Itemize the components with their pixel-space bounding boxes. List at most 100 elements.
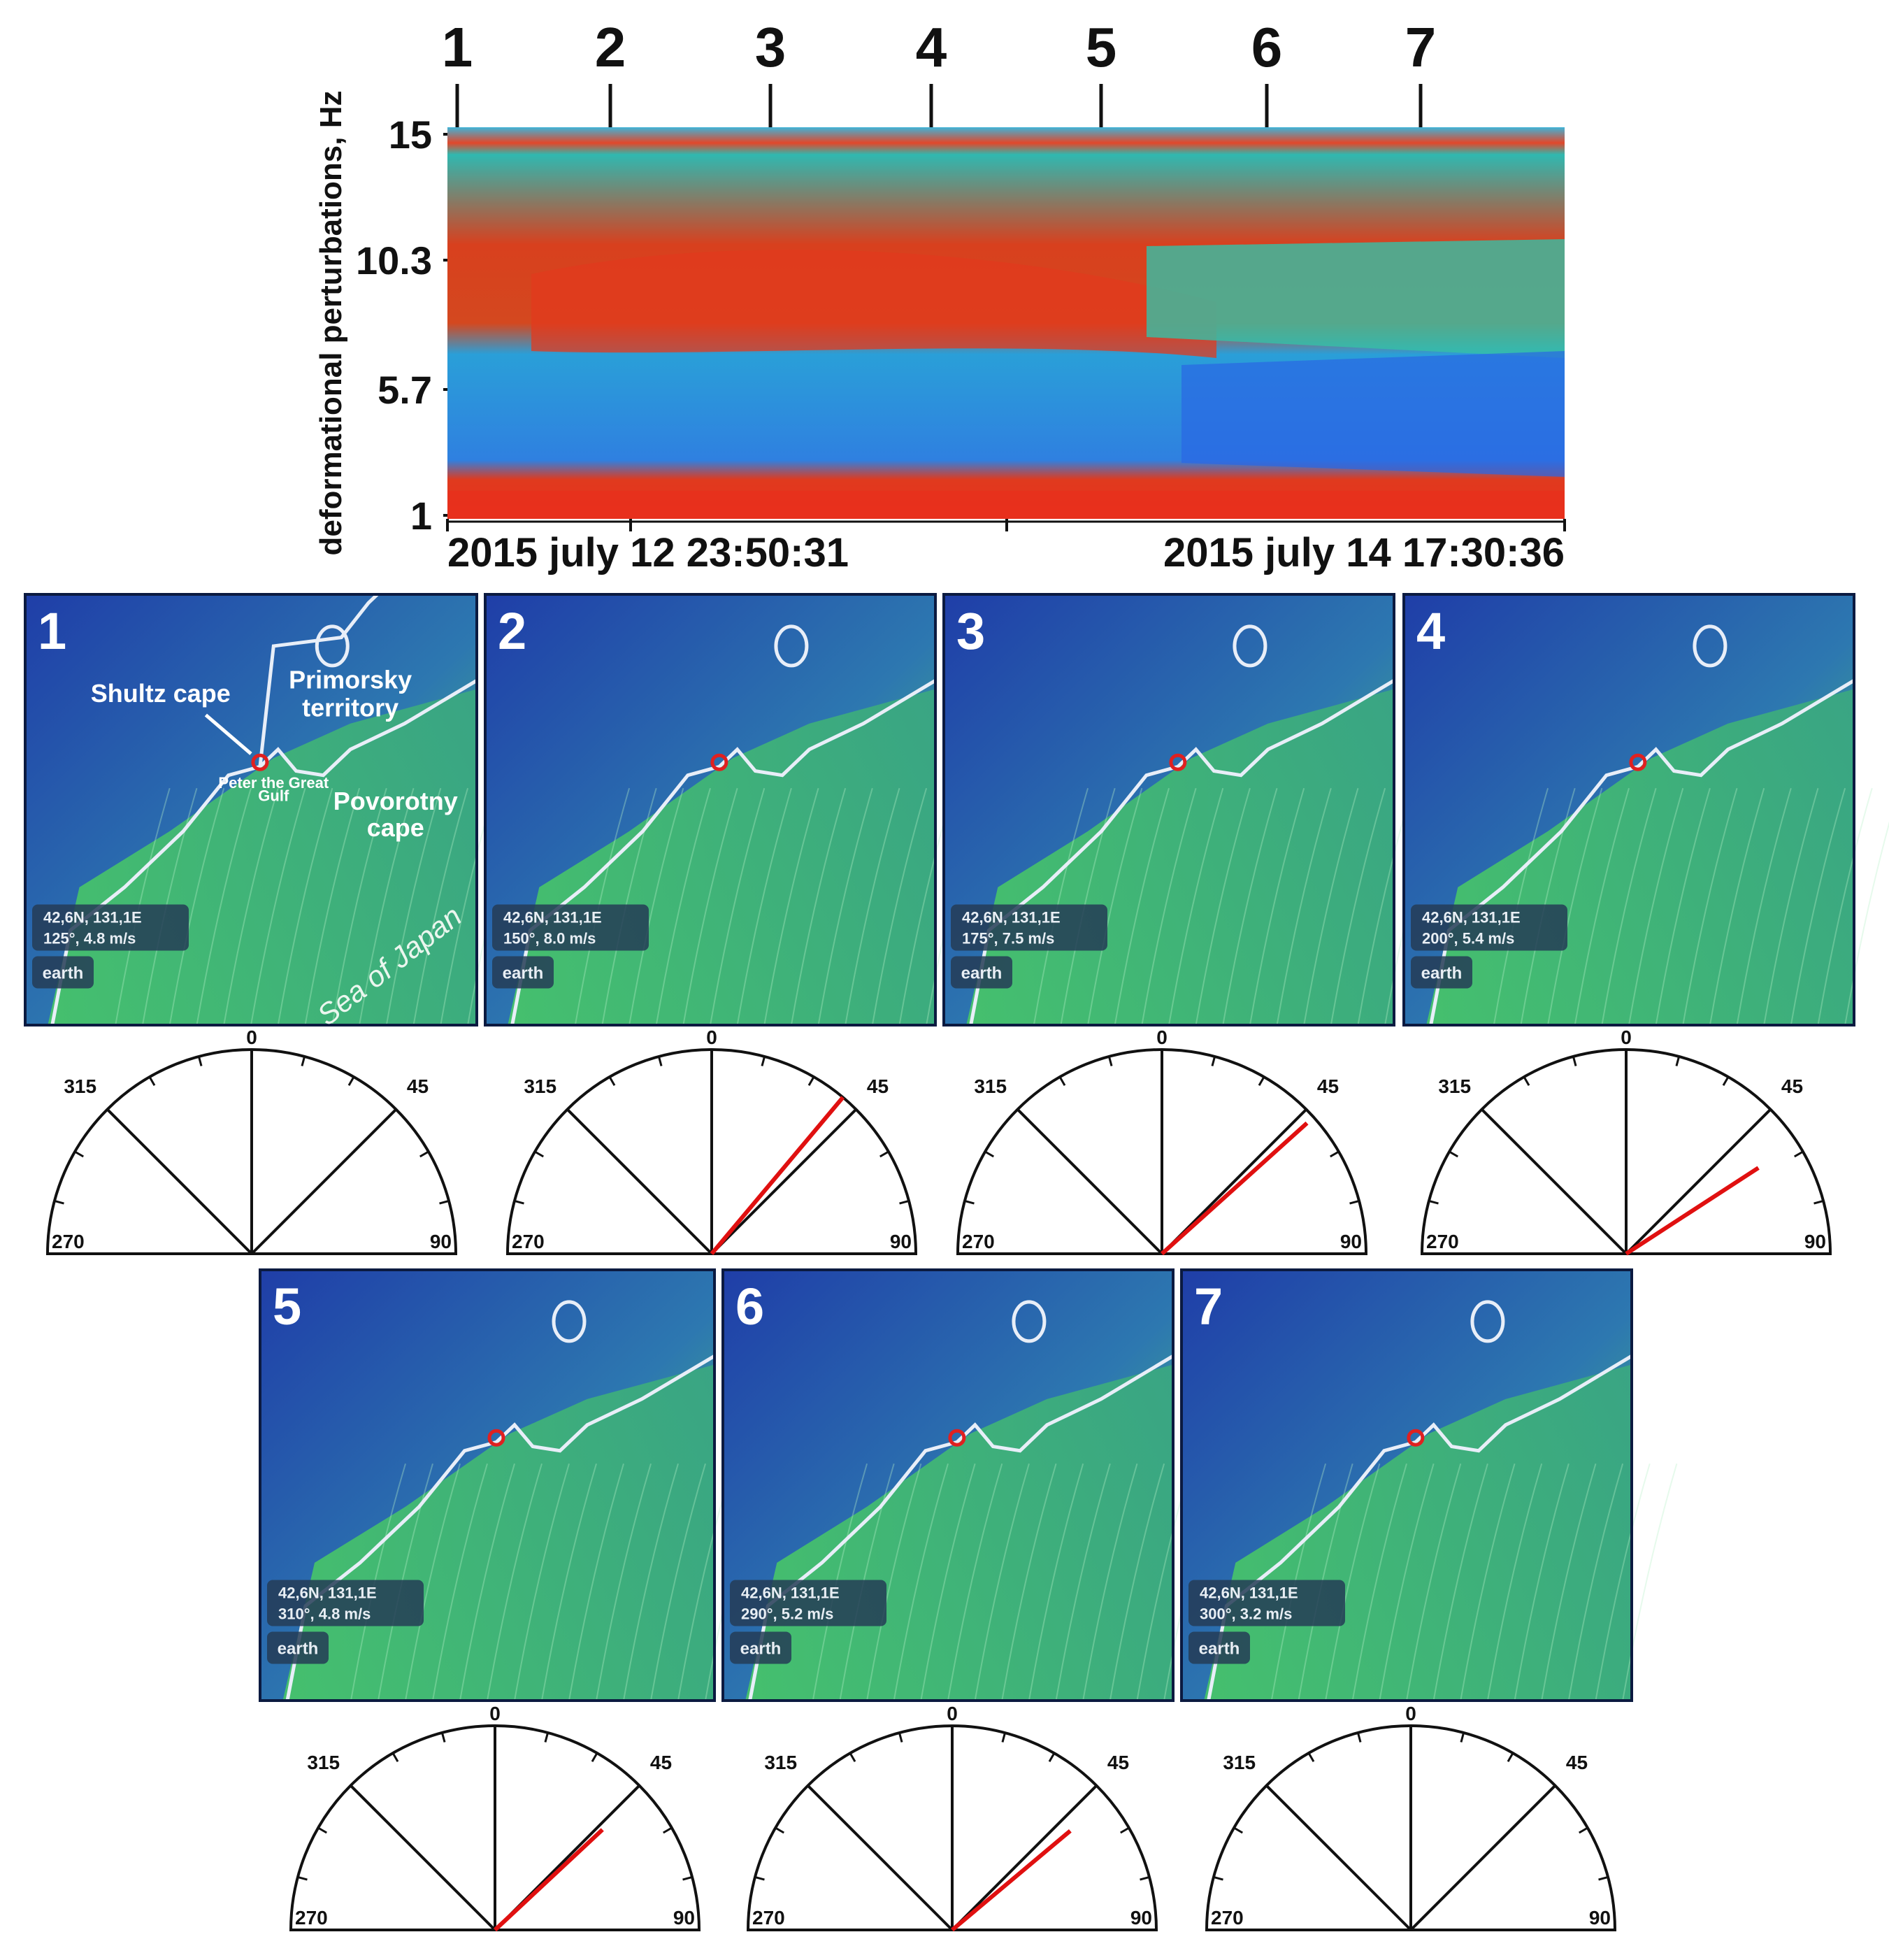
wind-streak bbox=[817, 787, 873, 1026]
compass-tick bbox=[74, 1150, 84, 1158]
compass-label-315: 315 bbox=[524, 1075, 556, 1097]
wind-streak bbox=[1486, 1463, 1543, 1701]
panel-frame bbox=[721, 1268, 1175, 1702]
compass-tick bbox=[807, 1784, 816, 1794]
compass-tick bbox=[106, 1108, 115, 1117]
compass-label-315: 315 bbox=[974, 1075, 1007, 1097]
wind-streak bbox=[1114, 787, 1170, 1026]
compass-tick bbox=[54, 1199, 64, 1205]
info-coords: 42,6N, 131,1E bbox=[503, 909, 602, 927]
compass-tick bbox=[1298, 1108, 1307, 1117]
wind-streak bbox=[1406, 1463, 1462, 1701]
compass-label-270: 270 bbox=[295, 1907, 328, 1929]
compass-7: 0 45 90 270 315 bbox=[1205, 1703, 1617, 1931]
coastline bbox=[285, 1354, 716, 1701]
wind-streak bbox=[1493, 787, 1549, 1026]
compass-label-315: 315 bbox=[764, 1752, 797, 1773]
earth-badge bbox=[1188, 1631, 1250, 1664]
lake-outline bbox=[774, 624, 809, 668]
compass-tick bbox=[1349, 1199, 1360, 1205]
station-marker bbox=[251, 753, 269, 771]
compass-tick bbox=[1794, 1150, 1804, 1158]
compass-label-90: 90 bbox=[430, 1231, 452, 1252]
wind-streak bbox=[1514, 1463, 1570, 1701]
compass-label-315: 315 bbox=[1223, 1752, 1256, 1773]
info-coords: 42,6N, 131,1E bbox=[962, 909, 1061, 927]
panel-number: 6 bbox=[735, 1278, 764, 1336]
compass-tick bbox=[1307, 1752, 1315, 1762]
wind-streak bbox=[1547, 787, 1603, 1026]
compass-label-270: 270 bbox=[962, 1231, 995, 1252]
bottom-band bbox=[447, 491, 1565, 519]
compass-line-45 bbox=[951, 1784, 1098, 1931]
wind-streak bbox=[196, 787, 252, 1026]
event-marker-label: 5 bbox=[1086, 16, 1117, 78]
coastline bbox=[510, 679, 937, 1026]
compass-tick bbox=[1428, 1199, 1439, 1205]
compass-line-315 bbox=[350, 1784, 496, 1931]
compass-3: 0 45 90 270 315 bbox=[956, 1027, 1368, 1256]
wind-streak bbox=[866, 1463, 922, 1701]
compass-tick bbox=[1058, 1076, 1066, 1086]
info-wind: 300°, 3.2 m/s bbox=[1200, 1605, 1292, 1623]
compass-tick bbox=[566, 1108, 575, 1117]
wind-streak bbox=[1109, 1463, 1165, 1701]
compass-tick bbox=[514, 1199, 524, 1205]
y-tick-label: 15 bbox=[389, 113, 432, 157]
event-marker-label: 6 bbox=[1251, 16, 1283, 78]
wind-streak bbox=[1195, 787, 1251, 1026]
coastline bbox=[50, 679, 478, 1026]
y-tick-label: 1 bbox=[410, 494, 432, 538]
compass-tick bbox=[1017, 1108, 1026, 1117]
wind-streak bbox=[763, 787, 819, 1026]
info-wind: 150°, 8.0 m/s bbox=[503, 930, 596, 947]
compass-tick bbox=[1089, 1784, 1098, 1794]
compass-tick bbox=[297, 1875, 308, 1881]
compass-label-45: 45 bbox=[1781, 1075, 1803, 1097]
panel-frame bbox=[259, 1268, 716, 1702]
compass-tick bbox=[1265, 1784, 1274, 1794]
compass-tick bbox=[1233, 1826, 1243, 1834]
panel-frame bbox=[1402, 593, 1855, 1027]
info-coords: 42,6N, 131,1E bbox=[1422, 909, 1521, 927]
map-panel-2: 2 42,6N, 131,1E 150°, 8.0 m/s earth bbox=[484, 593, 982, 1027]
panel-frame bbox=[484, 593, 937, 1027]
compass-label-45: 45 bbox=[650, 1752, 672, 1773]
y-tick-label: 5.7 bbox=[378, 368, 432, 412]
compass-label-315: 315 bbox=[1438, 1075, 1471, 1097]
earth-badge-label: earth bbox=[43, 964, 84, 982]
compass-line-315 bbox=[1017, 1108, 1163, 1255]
station-marker bbox=[1407, 1429, 1425, 1447]
earth-badge bbox=[951, 956, 1012, 989]
compass-label-90: 90 bbox=[1130, 1907, 1152, 1929]
wind-streak bbox=[223, 787, 279, 1026]
wind-streak bbox=[1709, 787, 1765, 1026]
compass-line-315 bbox=[106, 1108, 253, 1255]
compass-tick bbox=[1048, 1752, 1056, 1762]
lake-outline bbox=[315, 624, 350, 668]
wind-streak bbox=[541, 1463, 597, 1701]
wind-streak bbox=[432, 1463, 488, 1701]
compass-tick bbox=[1523, 1076, 1530, 1086]
compass-tick bbox=[682, 1875, 693, 1881]
compass-tick bbox=[350, 1784, 359, 1794]
label-gulf-1: Peter the Great bbox=[218, 774, 329, 792]
wind-streak bbox=[845, 787, 900, 1026]
wind-streak bbox=[812, 1463, 868, 1701]
compass-tick bbox=[1449, 1150, 1458, 1158]
lake-outline bbox=[1233, 624, 1267, 668]
energy-band bbox=[531, 250, 1216, 358]
wind-streak bbox=[514, 1463, 570, 1701]
wind-streak bbox=[1790, 787, 1846, 1026]
compass-tick bbox=[631, 1784, 640, 1794]
wind-streak bbox=[459, 1463, 515, 1701]
wind-streak bbox=[1595, 1463, 1651, 1701]
wind-streak bbox=[1325, 1463, 1381, 1701]
wind-needle bbox=[710, 1096, 845, 1255]
compass-tick bbox=[1547, 1784, 1556, 1794]
panel-frame bbox=[1180, 1268, 1633, 1702]
wind-streak bbox=[1141, 787, 1197, 1026]
panel-number: 1 bbox=[38, 602, 66, 660]
compass-line-45 bbox=[1625, 1108, 1772, 1255]
